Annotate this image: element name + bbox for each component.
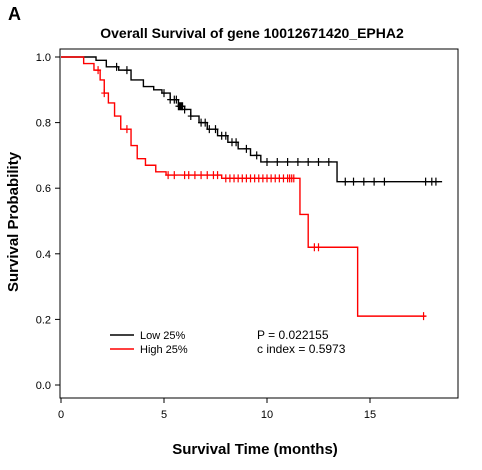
censor-mark-high <box>101 89 108 98</box>
censor-mark-low <box>206 125 213 134</box>
x-tick-label: 5 <box>161 409 167 421</box>
censor-mark-low <box>243 144 250 153</box>
censor-mark-low <box>253 151 260 160</box>
censor-mark-high <box>171 171 178 180</box>
censor-mark-low <box>212 125 219 134</box>
x-tick-label: 10 <box>261 409 273 421</box>
censor-mark-low <box>173 95 180 104</box>
plot-frame <box>59 48 459 399</box>
censor-mark-high <box>315 243 322 252</box>
c-index-annotation: c index = 0.5973 <box>257 342 346 356</box>
censor-mark-high <box>95 66 102 75</box>
y-tick-label: 0.4 <box>36 249 51 261</box>
censor-mark-high <box>191 171 198 180</box>
censor-mark-high <box>198 171 205 180</box>
km-curve-low <box>61 56 443 183</box>
censor-mark-low <box>181 105 188 114</box>
series-layer <box>61 56 443 321</box>
legend-label-low: Low 25% <box>140 330 185 342</box>
censor-mark-low <box>274 157 281 166</box>
x-tick-label: 15 <box>364 409 376 421</box>
km-curve-high <box>61 56 426 317</box>
y-tick-label: 1.0 <box>36 52 51 64</box>
y-tick-label: 0.2 <box>36 314 51 326</box>
panel-label: A <box>8 4 21 24</box>
censor-mark-low <box>222 131 229 140</box>
censor-mark-low <box>187 112 194 121</box>
censor-mark-high <box>420 312 427 321</box>
censor-mark-low <box>202 118 209 127</box>
chart-title: Overall Survival of gene 10012671420_EPH… <box>100 25 404 41</box>
censor-mark-low <box>371 177 378 186</box>
censor-mark-low <box>305 157 312 166</box>
legend: Low 25% High 25% <box>110 330 188 356</box>
censor-mark-high <box>290 174 297 183</box>
censor-mark-high <box>123 125 130 134</box>
censor-mark-low <box>381 177 388 186</box>
censor-mark-low <box>315 157 322 166</box>
censor-mark-low <box>325 157 332 166</box>
legend-label-high: High 25% <box>140 344 188 356</box>
y-tick-label: 0.6 <box>36 183 51 195</box>
x-tick-label: 0 <box>58 409 64 421</box>
y-axis-label: Survival Probability <box>5 151 22 292</box>
y-axis-ticks: 0.0 0.2 0.4 0.6 0.8 1.0 <box>36 52 60 392</box>
y-tick-label: 0.0 <box>36 380 51 392</box>
p-value-annotation: P = 0.022155 <box>257 328 329 342</box>
censor-mark-low <box>360 177 367 186</box>
censor-mark-low <box>342 177 349 186</box>
censor-mark-high <box>185 171 192 180</box>
censor-mark-low <box>123 66 130 75</box>
censor-mark-low <box>161 89 167 98</box>
censor-mark-low <box>284 157 291 166</box>
censor-mark-low <box>233 138 240 147</box>
censor-mark-high <box>165 171 172 180</box>
censor-mark-low <box>350 177 357 186</box>
y-tick-label: 0.8 <box>36 118 51 130</box>
censor-mark-low <box>432 177 439 186</box>
x-axis-label: Survival Time (months) <box>172 441 338 458</box>
censor-mark-low <box>422 177 429 186</box>
censor-mark-high <box>214 171 221 180</box>
censor-mark-low <box>113 62 120 71</box>
censor-mark-low <box>264 157 270 166</box>
x-axis-ticks: 0 5 10 15 <box>58 398 376 421</box>
censor-mark-low <box>294 157 301 166</box>
censor-mark-high <box>204 171 211 180</box>
